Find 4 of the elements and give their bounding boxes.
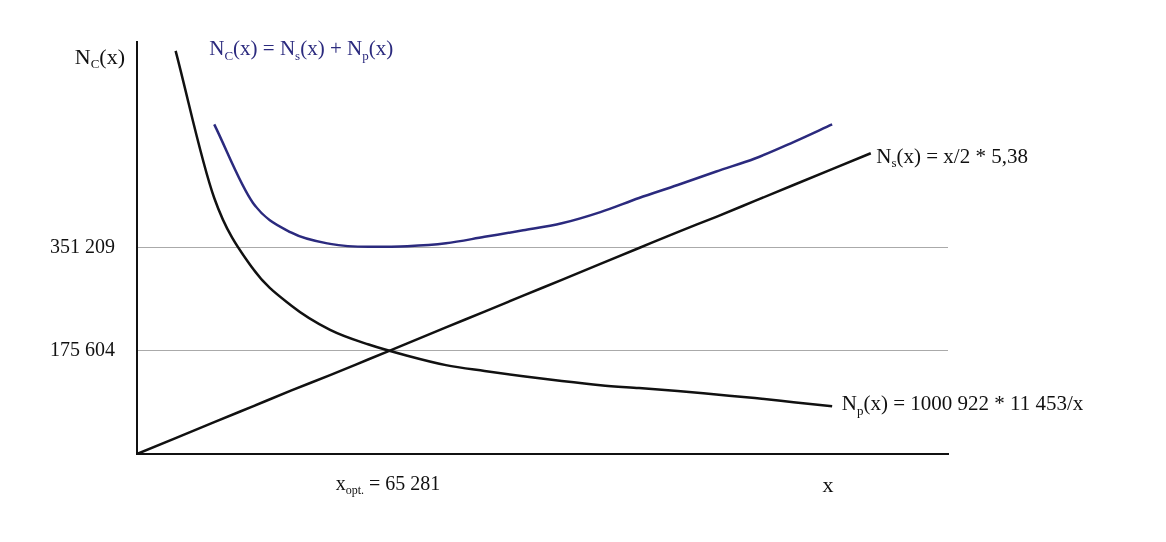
x-axis-title: x: [822, 472, 834, 497]
y-tick-label: 175 604: [50, 337, 115, 360]
y-tick-label: 351 209: [50, 234, 115, 257]
line-series: [212, 123, 834, 249]
